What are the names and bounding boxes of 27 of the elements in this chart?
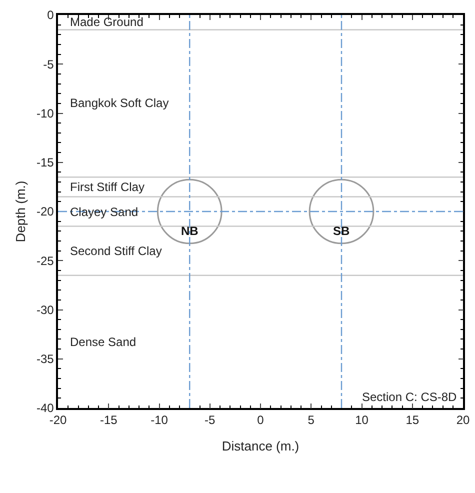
x-tick-label: 5: [308, 413, 315, 428]
annotation: Second Stiff Clay: [70, 244, 162, 258]
annotation: NB: [181, 224, 199, 238]
annotation: First Stiff Clay: [70, 180, 144, 194]
y-tick-label: -40: [36, 401, 54, 416]
x-tick-label: 10: [355, 413, 369, 428]
y-tick-label: -10: [36, 106, 54, 120]
x-tick-label: 15: [406, 413, 420, 428]
x-tick-label: 0: [257, 413, 264, 428]
x-axis-title: Distance (m.): [222, 438, 300, 454]
annotation: Made Ground: [70, 15, 144, 29]
x-tick-label: -10: [150, 413, 168, 428]
y-tick-label: -30: [36, 302, 54, 317]
y-tick-label: -15: [36, 156, 54, 170]
annotation: SB: [333, 224, 350, 238]
y-axis-title: Depth (m.): [12, 180, 28, 242]
annotation: Dense Sand: [70, 335, 136, 349]
annotation: Section C: CS-8D: [362, 390, 458, 404]
annotation: Bangkok Soft Clay: [70, 96, 169, 110]
y-tick-label: -25: [36, 254, 54, 268]
y-tick-label: -5: [43, 57, 54, 72]
x-tick-label: -15: [100, 413, 118, 428]
x-tick-label: -5: [204, 413, 216, 428]
y-tick-label: 0: [47, 8, 54, 22]
x-tick-label: 20: [456, 413, 470, 428]
y-tick-label: -35: [36, 352, 54, 366]
y-tick-label: -20: [36, 204, 54, 219]
